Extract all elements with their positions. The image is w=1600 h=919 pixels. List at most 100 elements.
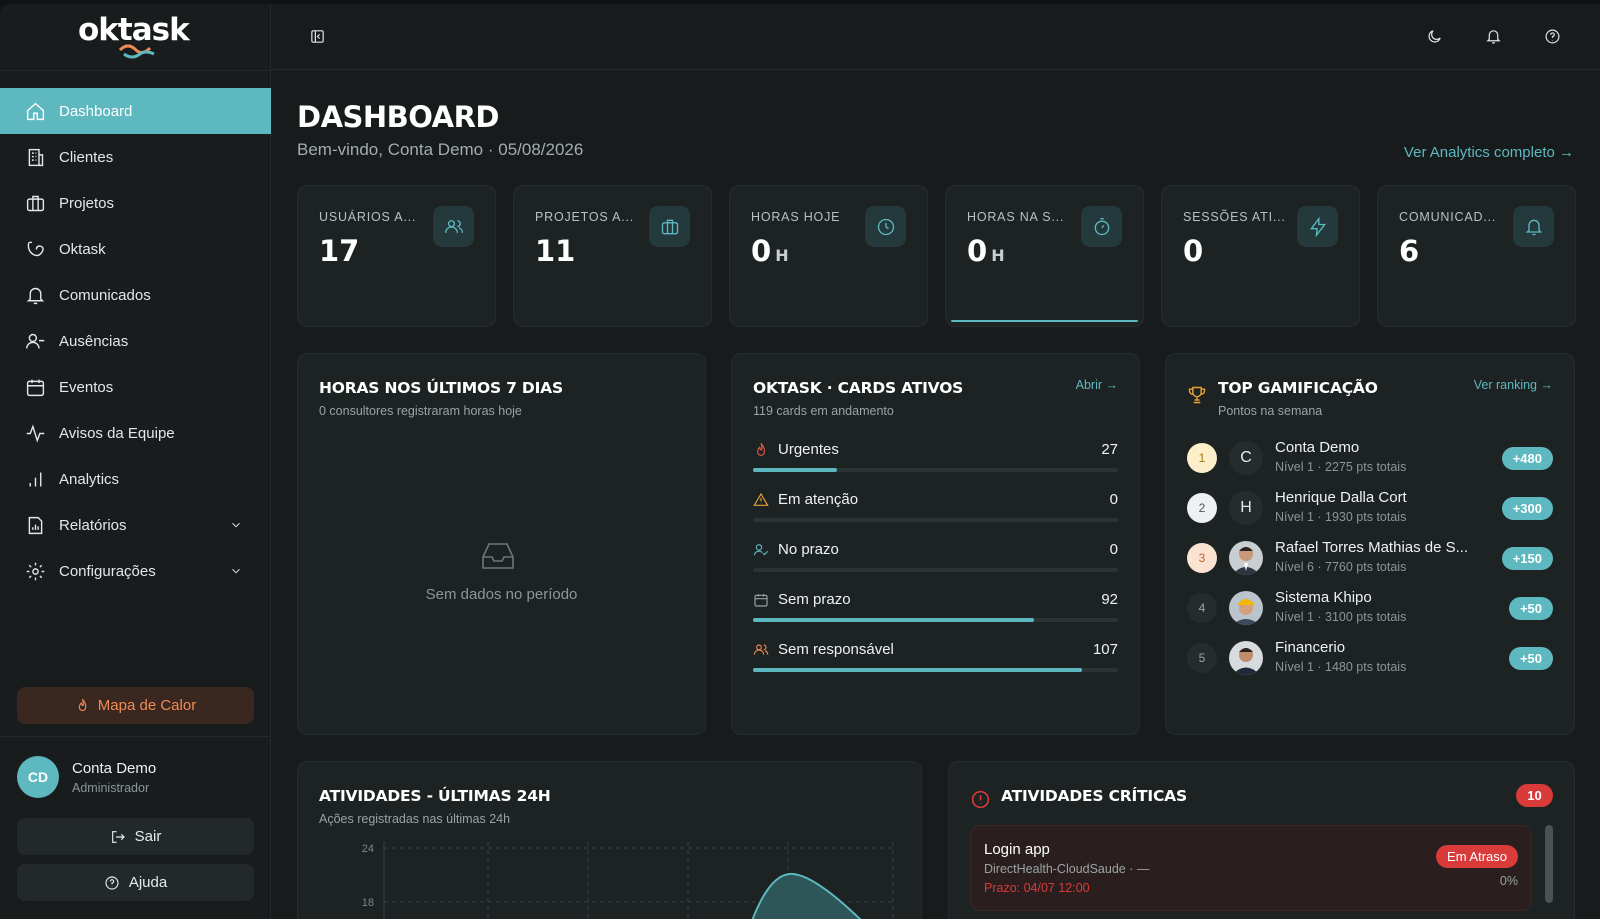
ranking-row[interactable]: 4 Sistema Khipo Nível 1 · 3100 pts totai… [1187, 588, 1553, 638]
user-name: Henrique Dalla Cort [1275, 489, 1407, 506]
scrollbar[interactable] [1545, 825, 1553, 903]
list-item[interactable]: Urgentes 27 [753, 440, 1118, 490]
status-badge: Em Atraso [1436, 845, 1518, 868]
sidebar-item-comunicados[interactable]: Comunicados [0, 272, 271, 318]
list-item[interactable]: Sem prazo 92 [753, 590, 1118, 640]
oktask-cards-card: OKTASK · CARDS ATIVOS 119 cards em andam… [731, 353, 1140, 735]
row-count: 0 [1109, 541, 1118, 558]
progress-fill [753, 668, 1082, 672]
stat-label: SESSÕES ATI... [1183, 210, 1286, 224]
critical-activities-card: ATIVIDADES CRÍTICAS 10 Login app DirectH… [948, 761, 1575, 919]
sidebar-item-label: Analytics [59, 470, 120, 488]
bell-icon [1513, 206, 1554, 247]
list-item[interactable]: No prazo 0 [753, 540, 1118, 590]
heatmap-button[interactable]: Mapa de Calor [17, 687, 254, 724]
sidebar-item-oktask[interactable]: Oktask [0, 226, 271, 272]
stat-label: USUÁRIOS A... [319, 210, 417, 224]
progress-track [753, 568, 1118, 572]
row-count: 92 [1101, 591, 1118, 608]
progress-fill [753, 468, 837, 472]
ranking-row[interactable]: 2 H Henrique Dalla Cort Nível 1 · 1930 p… [1187, 488, 1553, 538]
ranking-row[interactable]: 3 Rafael Torres Mathias de S... Nível 6 … [1187, 538, 1553, 588]
moon-icon[interactable] [1426, 28, 1443, 45]
sidebar-item-label: Comunicados [59, 286, 151, 304]
oktask-icon [27, 241, 44, 256]
sidebar-item-relatorios[interactable]: Relatórios [0, 502, 271, 548]
analytics-link[interactable]: Ver Analytics completo → [1403, 144, 1574, 161]
sidebar-item-configuracoes[interactable]: Configurações [0, 548, 271, 594]
logo[interactable]: oktask [78, 12, 190, 48]
list-item[interactable]: Sem responsável 107 [753, 640, 1118, 690]
user-info: Nível 1 · 1930 pts totais [1275, 510, 1407, 524]
sidebar-item-projetos[interactable]: Projetos [0, 180, 271, 226]
ranking-row[interactable]: 5 Financerio Nível 1 · 1480 pts totais +… [1187, 638, 1553, 688]
app-window: oktask Dashboard Clientes Projetos Oktas… [0, 4, 1600, 919]
card-title: HORAS NOS ÚLTIMOS 7 DIAS [319, 379, 563, 397]
timer-icon [1081, 206, 1122, 247]
gamification-card: TOP GAMIFICAÇÃO Pontos na semana Ver ran… [1165, 353, 1575, 735]
card-subtitle: Ações registradas nas últimas 24h [319, 812, 511, 826]
rank-badge: 4 [1187, 593, 1217, 623]
row-label: Em atenção [778, 491, 859, 508]
logout-button[interactable]: Sair [17, 818, 254, 855]
points-badge: +480 [1501, 447, 1553, 470]
sidebar-item-avisos[interactable]: Avisos da Equipe [0, 410, 271, 456]
sidebar-item-analytics[interactable]: Analytics [0, 456, 271, 502]
row-label: Sem prazo [778, 591, 851, 608]
activity-progress: 0% [1499, 874, 1518, 888]
row-label: Sem responsável [778, 641, 894, 658]
stat-card-sessoes[interactable]: SESSÕES ATI... 0 [1161, 185, 1360, 327]
ranking-row[interactable]: 1 C Conta Demo Nível 1 · 2275 pts totais… [1187, 438, 1553, 488]
calendar-icon [26, 379, 45, 396]
user-check-icon [753, 544, 769, 556]
open-link[interactable]: Abrir → [1075, 378, 1118, 392]
rank-badge: 3 [1187, 543, 1217, 573]
row-label: No prazo [778, 541, 839, 558]
card-title: TOP GAMIFICAÇÃO [1218, 379, 1378, 397]
bell-icon[interactable] [1485, 28, 1502, 45]
stat-card-comunicados[interactable]: COMUNICAD... 6 [1377, 185, 1576, 327]
sidebar-item-ausencias[interactable]: Ausências [0, 318, 271, 364]
stat-value: 17 [319, 234, 360, 268]
points-badge: +150 [1501, 547, 1553, 570]
help-button[interactable]: Ajuda [17, 864, 254, 901]
critical-activity-item[interactable]: Login app DirectHealth-CloudSaude · — Pr… [970, 825, 1532, 911]
help-icon[interactable] [1544, 28, 1561, 45]
list-item[interactable]: Em atenção 0 [753, 490, 1118, 540]
stat-active-indicator [951, 320, 1138, 322]
empty-state-text: Sem dados no período [425, 586, 578, 603]
chevron-down-icon [232, 522, 240, 528]
sidebar-item-label: Avisos da Equipe [59, 424, 175, 442]
rank-badge: 5 [1187, 643, 1217, 673]
avatar[interactable]: CD [17, 756, 59, 798]
sidebar-toggle-icon[interactable] [309, 28, 326, 45]
stat-card-projetos[interactable]: PROJETOS A... 11 [513, 185, 712, 327]
sidebar-item-label: Ausências [59, 332, 129, 350]
heatmap-label: Mapa de Calor [97, 697, 197, 714]
stat-card-usuarios[interactable]: USUÁRIOS A... 17 [297, 185, 496, 327]
card-subtitle: 0 consultores registraram horas hoje [319, 404, 522, 418]
stat-label: HORAS HOJE [751, 210, 841, 224]
avatar [1229, 641, 1263, 675]
progress-fill [753, 618, 1035, 622]
sidebar-item-eventos[interactable]: Eventos [0, 364, 271, 410]
ranking-link[interactable]: Ver ranking → [1473, 378, 1553, 392]
gear-icon [26, 562, 45, 580]
user-name: Conta Demo [1275, 439, 1360, 456]
card-subtitle: 119 cards em andamento [753, 404, 894, 418]
y-tick-label: 18 [362, 897, 374, 909]
sidebar-item-clientes[interactable]: Clientes [0, 134, 271, 180]
stat-value: 6 [1399, 234, 1420, 268]
points-badge: +50 [1508, 597, 1553, 620]
sidebar-item-dashboard[interactable]: Dashboard [0, 88, 271, 134]
logout-icon [111, 830, 125, 843]
sidebar-nav: Dashboard Clientes Projetos Oktask Comun… [0, 88, 271, 594]
sidebar-item-label: Projetos [59, 194, 115, 212]
sidebar-item-label: Clientes [59, 148, 114, 166]
points-badge: +300 [1501, 497, 1553, 520]
report-icon [28, 516, 43, 534]
